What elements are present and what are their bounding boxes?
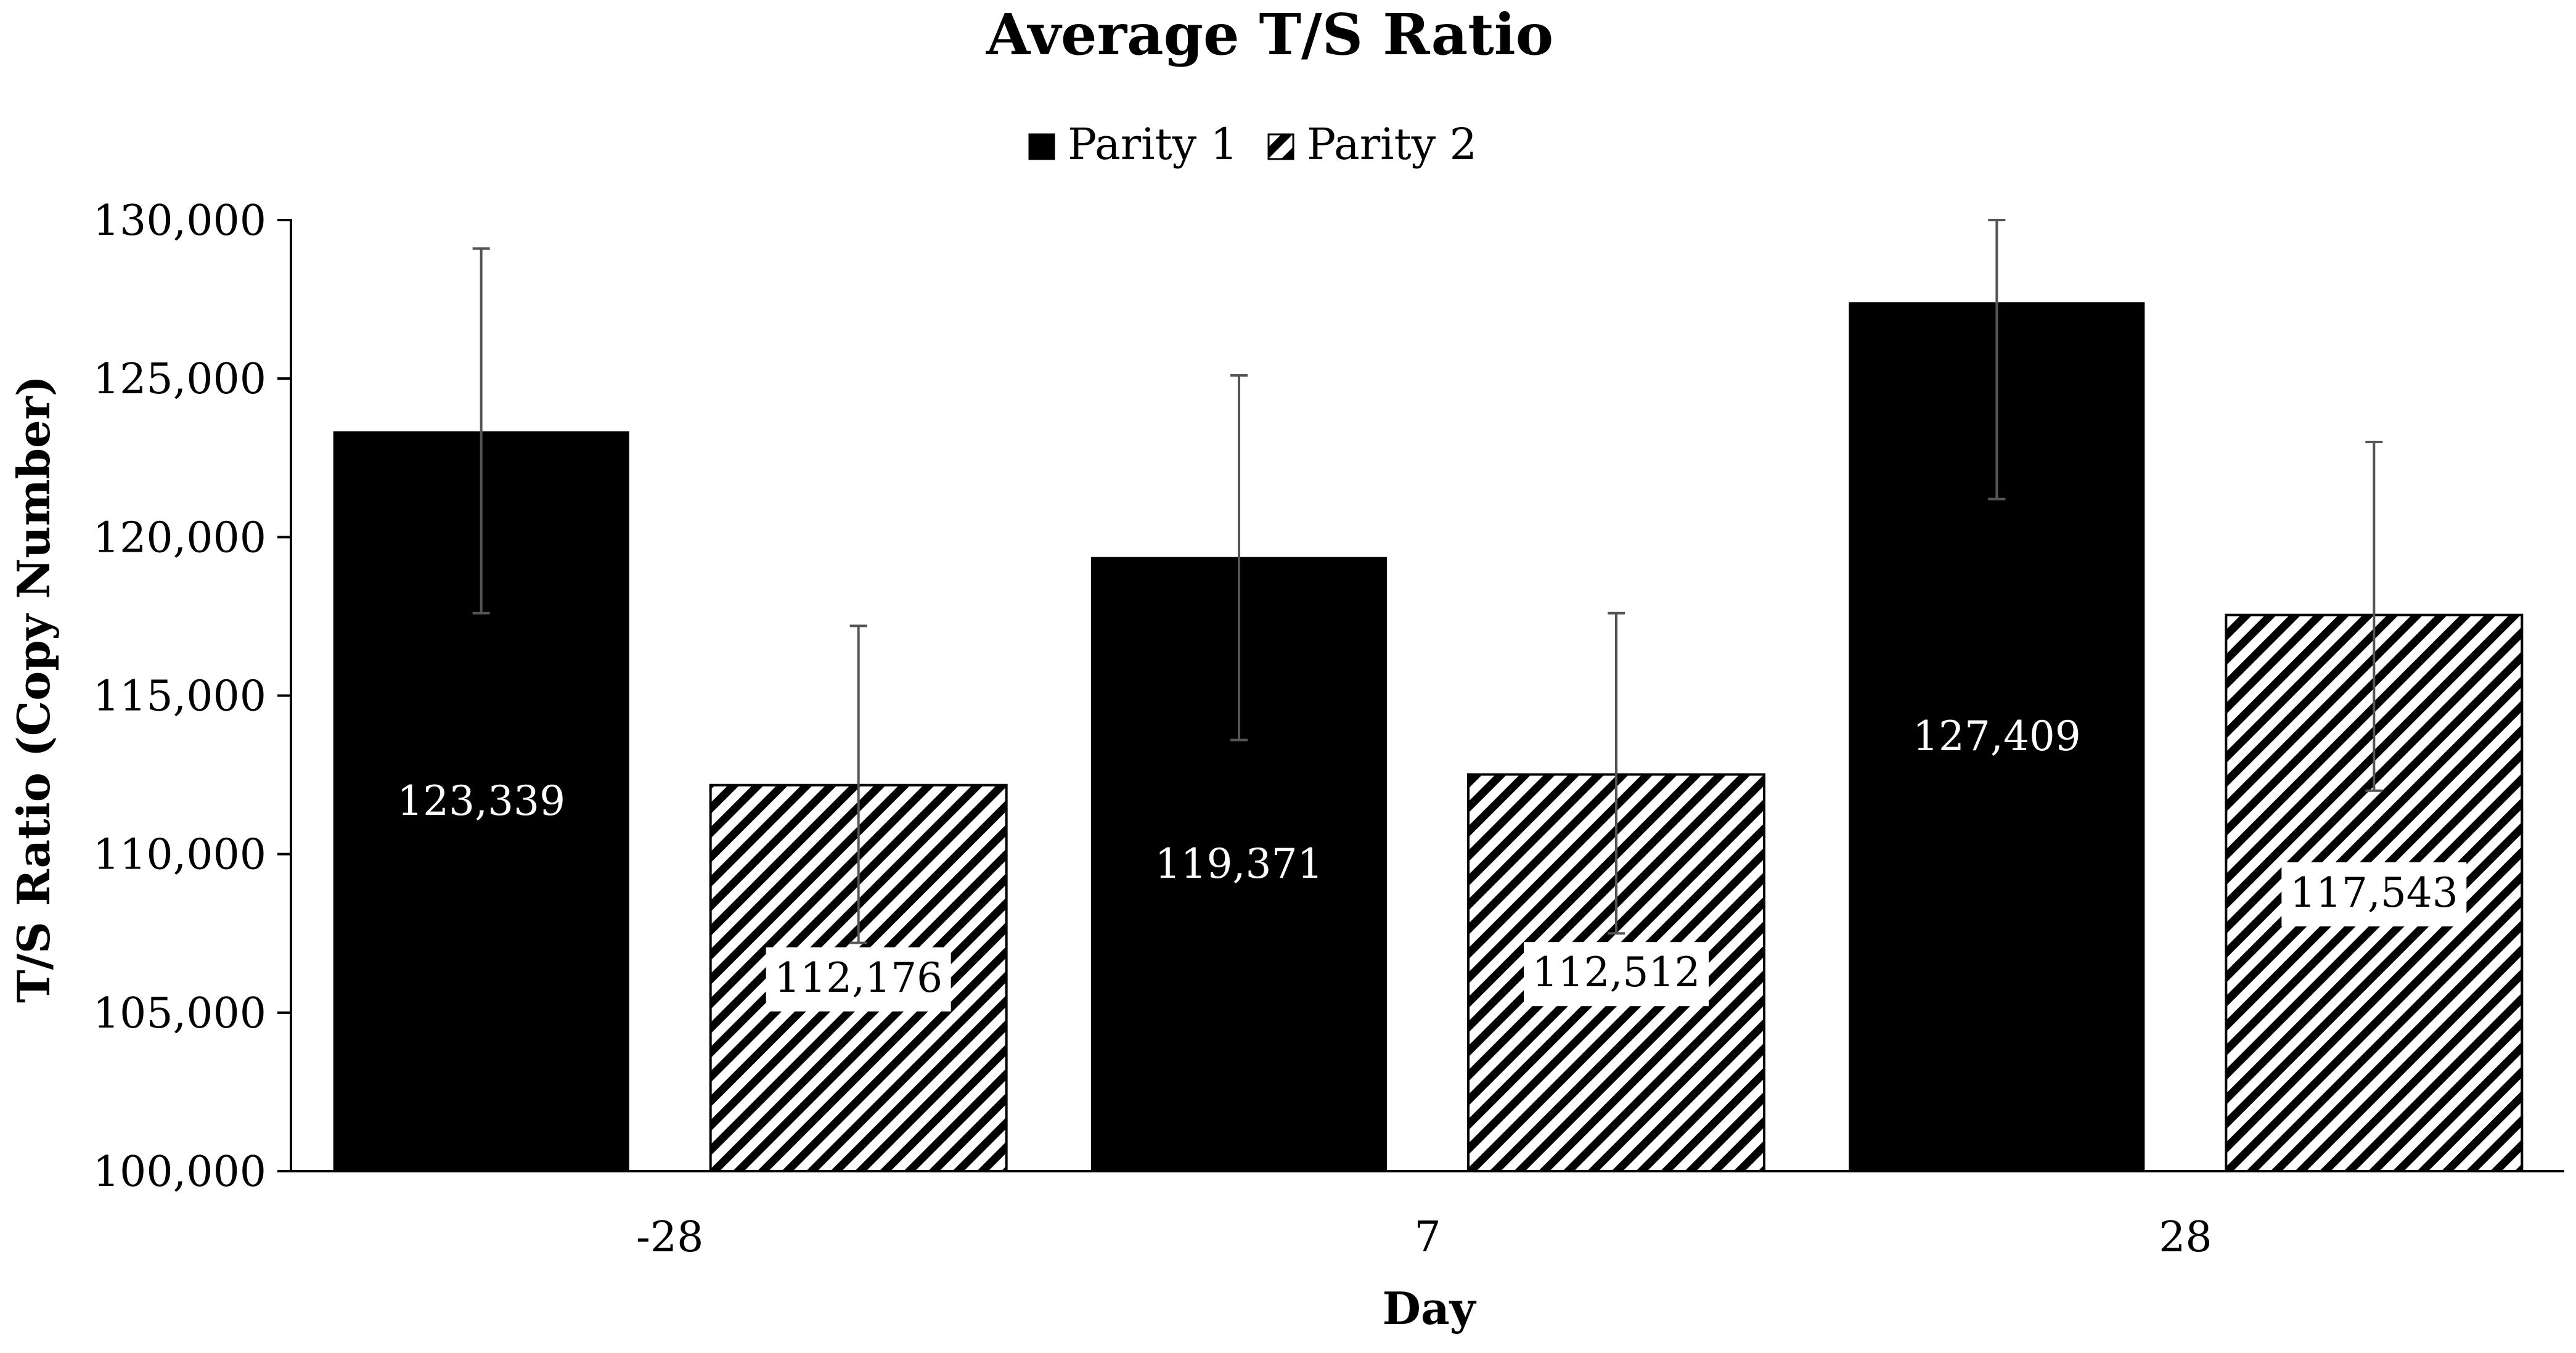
value-labels: 123,339 112,176 119,371 112,512 127,409 117,5… bbox=[397, 713, 2467, 1012]
y-tick-label: 110,000 bbox=[93, 831, 266, 880]
chart-title: Average T/S Ratio bbox=[986, 1, 1553, 68]
data-label-bg bbox=[2281, 862, 2467, 926]
legend-label: Parity 1 bbox=[1068, 119, 1238, 170]
y-axis-title: T/S Ratio (Copy Number) bbox=[7, 375, 60, 1003]
bars bbox=[333, 302, 2524, 1173]
x-tick-label: -28 bbox=[636, 1213, 704, 1262]
y-tick-label: 130,000 bbox=[93, 197, 266, 245]
y-tick-label: 100,000 bbox=[93, 1148, 266, 1196]
data-label: 117,543 bbox=[2290, 869, 2458, 917]
data-label: 112,512 bbox=[1532, 949, 1701, 996]
y-tick-label: 115,000 bbox=[93, 672, 266, 721]
legend-label: Parity 2 bbox=[1307, 119, 1477, 170]
data-label: 127,409 bbox=[1913, 713, 2081, 760]
y-tick-label: 125,000 bbox=[93, 355, 266, 404]
data-label: 119,371 bbox=[1155, 840, 1323, 888]
y-tick-label: 120,000 bbox=[93, 513, 266, 562]
y-axis: 100,000 105,000 110,000 115,000 120,000 125,0… bbox=[93, 197, 292, 1196]
y-tick-label: 105,000 bbox=[93, 989, 266, 1038]
data-label-bg bbox=[1524, 942, 1709, 1007]
legend-swatch bbox=[1267, 133, 1294, 160]
x-axis-title: Day bbox=[1383, 1282, 1477, 1335]
x-tick-label: 28 bbox=[2159, 1213, 2212, 1262]
data-label-bg bbox=[766, 947, 951, 1012]
data-label: 112,176 bbox=[774, 954, 942, 1002]
x-tick-label: 7 bbox=[1414, 1213, 1441, 1262]
legend-swatch bbox=[1028, 133, 1055, 160]
legend: Parity 1 Parity 2 bbox=[1028, 119, 1477, 170]
x-axis: -28 7 28 bbox=[291, 1170, 2564, 1262]
data-label: 123,339 bbox=[397, 777, 565, 825]
error-bars bbox=[472, 219, 2383, 944]
